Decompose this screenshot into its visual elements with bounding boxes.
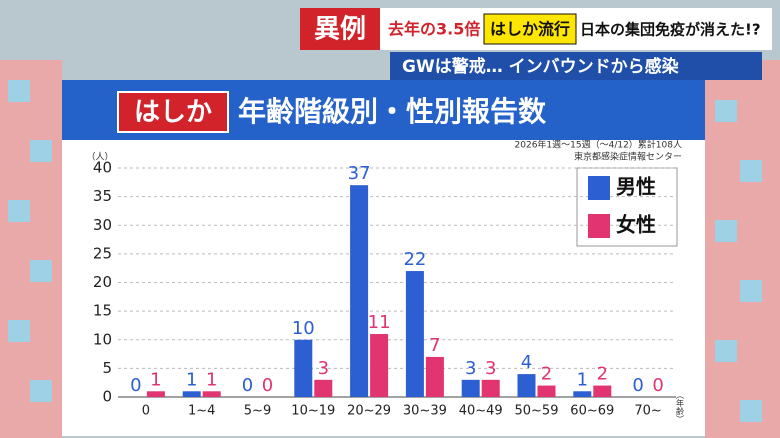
- bar: [294, 339, 313, 397]
- y-tick-label: 5: [102, 359, 112, 377]
- x-tick-label: 20~29: [347, 404, 391, 419]
- value-label: 10: [292, 318, 315, 339]
- tiles: [8, 80, 762, 422]
- headline: 去年の3.5倍: [388, 20, 480, 39]
- x-tick-label: 70~: [634, 404, 661, 419]
- value-label: 3: [465, 358, 476, 379]
- value-label: 4: [521, 352, 532, 373]
- headline: 日本の集団免疫が消えた!?: [580, 21, 761, 39]
- bar: [517, 374, 536, 397]
- x-tick-label: 5~9: [244, 404, 271, 419]
- chart-title: 年齢階級別・性別報告数: [238, 95, 547, 128]
- bar: [481, 379, 500, 397]
- y-tick-label: 25: [93, 244, 112, 262]
- bar: [146, 391, 165, 397]
- x-tick-label: 10~19: [291, 404, 335, 419]
- subline-box: [390, 52, 762, 80]
- legend-label: 男性: [616, 175, 656, 199]
- value-label: 0: [262, 375, 273, 396]
- wall-left: [0, 60, 62, 438]
- value-label: 0: [130, 375, 141, 396]
- bar: [405, 271, 424, 397]
- value-label: 0: [632, 375, 643, 396]
- subline: GWは警戒… インバウンドから感染: [402, 56, 679, 77]
- subtitle: 2026年1週～15週（～4/12）累計108人: [515, 139, 682, 151]
- value-label: 1: [186, 369, 197, 390]
- x-tick-label: 60~69: [570, 404, 614, 419]
- bar: [202, 391, 221, 397]
- y-axis-label: （人）: [86, 152, 113, 163]
- x-tick-label: 50~59: [515, 404, 559, 419]
- bar: [537, 385, 556, 397]
- x-tick-label: 1~4: [188, 404, 215, 419]
- wall-right: [705, 60, 780, 438]
- tag: 異例: [314, 15, 366, 45]
- source: 東京都感染症情報センター: [574, 151, 682, 163]
- bar: [350, 185, 369, 397]
- x-tick-label: 0: [142, 404, 150, 419]
- y-tick-label: 15: [93, 302, 112, 320]
- bar: [461, 379, 480, 397]
- bar: [182, 391, 201, 397]
- value-label: 7: [429, 335, 440, 356]
- y-tick-label: 10: [93, 330, 112, 348]
- value-label: 22: [403, 249, 426, 270]
- y-tick-label: 30: [93, 216, 112, 234]
- value-label: 11: [368, 312, 391, 333]
- y-tick-label: 35: [93, 187, 112, 205]
- value-label: 3: [318, 358, 329, 379]
- legend-swatch: [588, 176, 610, 200]
- value-label: 37: [348, 163, 371, 184]
- bar: [370, 334, 389, 397]
- legend-label: 女性: [616, 213, 656, 237]
- bar: [573, 391, 592, 397]
- x-axis-label: （年齢）: [676, 391, 685, 423]
- value-label: 1: [577, 369, 588, 390]
- value-label: 3: [485, 358, 496, 379]
- highlight: [483, 13, 577, 45]
- headline: はしか流行: [490, 20, 570, 39]
- value-label: 1: [150, 369, 161, 390]
- bar: [425, 356, 444, 397]
- bar: [593, 385, 612, 397]
- value-label: 2: [541, 364, 552, 385]
- bar: [314, 379, 333, 397]
- value-label: 2: [597, 364, 608, 385]
- value-label: 0: [242, 375, 253, 396]
- title-tag-box: [117, 91, 229, 133]
- x-tick-label: 40~49: [459, 404, 503, 419]
- tag-box: [300, 8, 380, 50]
- y-tick-label: 20: [93, 273, 112, 291]
- legend-swatch: [588, 214, 610, 238]
- title-tag: はしか: [134, 98, 212, 128]
- y-tick-label: 40: [93, 159, 112, 177]
- value-label: 0: [652, 375, 663, 396]
- x-tick-label: 30~39: [403, 404, 447, 419]
- y-tick-label: 0: [102, 388, 112, 406]
- value-label: 1: [206, 369, 217, 390]
